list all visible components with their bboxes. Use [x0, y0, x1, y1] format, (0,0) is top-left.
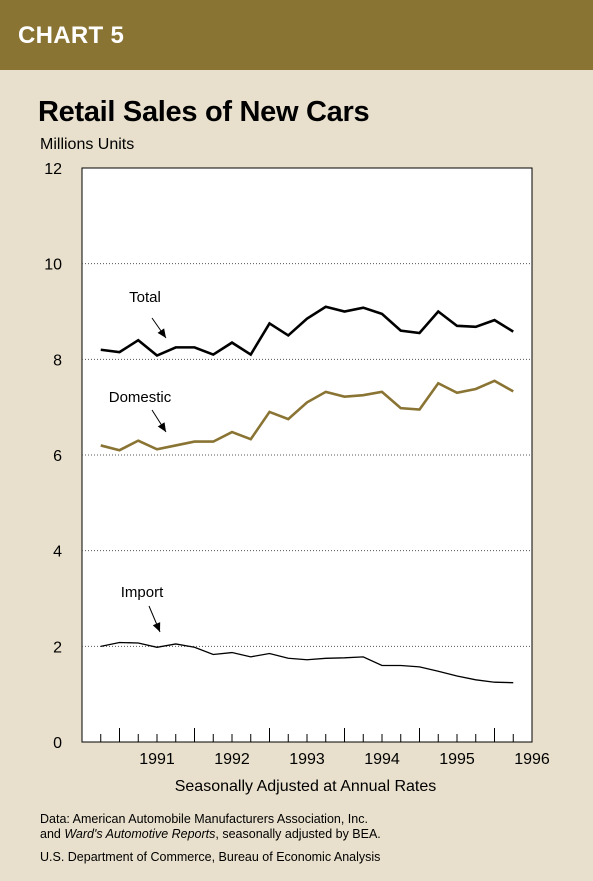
series-label-domestic: Domestic	[109, 389, 172, 406]
data-source-prefix: and	[40, 827, 65, 841]
x-tick-label: 1995	[439, 751, 475, 768]
x-tick-label: 1993	[289, 751, 325, 768]
x-tick-label: 1991	[139, 751, 175, 768]
x-axis-title: Seasonally Adjusted at Annual Rates	[174, 778, 437, 795]
series-line-import	[100, 641, 514, 684]
data-source-line-1: Data: American Automobile Manufacturers …	[40, 812, 368, 826]
chart-header-band: CHART 5	[0, 0, 593, 70]
x-tick-label: 1992	[214, 751, 250, 768]
data-source-suffix: , seasonally adjusted by BEA.	[215, 827, 381, 841]
annotation-arrowhead-total	[157, 328, 166, 338]
chart-number-label: CHART 5	[18, 22, 125, 49]
x-tick-label: 1996	[514, 751, 550, 768]
chart-title: Retail Sales of New Cars	[38, 96, 370, 128]
data-source-publication: Ward's Automotive Reports	[64, 827, 216, 841]
series-label-import: Import	[121, 584, 164, 601]
y-tick-label: 0	[53, 735, 62, 752]
y-tick-label: 6	[53, 448, 62, 465]
data-source-line-2: and Ward's Automotive Reports, seasonall…	[40, 827, 381, 842]
y-tick-label: 10	[44, 257, 62, 274]
y-axis-units-label: Millions Units	[40, 136, 135, 153]
x-tick-label: 1994	[364, 751, 400, 768]
series-label-total: Total	[129, 289, 161, 306]
y-tick-label: 8	[53, 352, 62, 369]
series-line-total	[100, 305, 514, 358]
annotation-arrowhead-domestic	[157, 422, 166, 432]
y-tick-label: 12	[44, 161, 62, 178]
series-line-domestic	[100, 379, 514, 452]
data-source-note: Data: American Automobile Manufacturers …	[40, 812, 381, 842]
agency-credit: U.S. Department of Commerce, Bureau of E…	[40, 850, 381, 864]
annotation-arrowhead-import	[152, 622, 161, 632]
y-tick-label: 2	[53, 639, 62, 656]
y-tick-label: 4	[53, 544, 62, 561]
